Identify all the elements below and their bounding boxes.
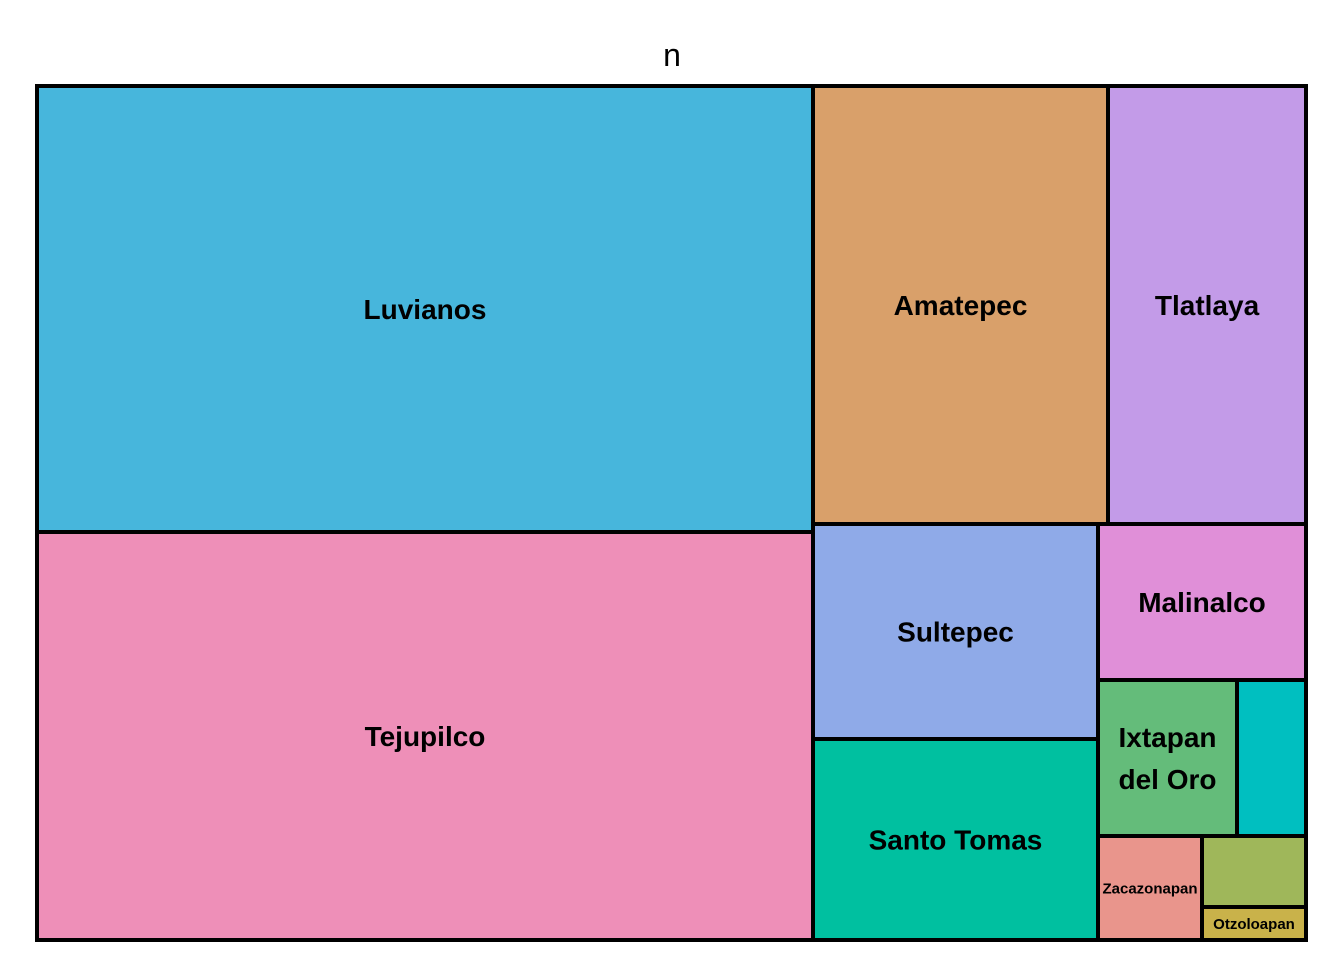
tile-label-luvianos: Luvianos: [364, 294, 487, 325]
tile-label-santo-tomas: Santo Tomas: [869, 824, 1043, 855]
tile-label-line: Otzoloapan: [1213, 916, 1295, 933]
tile-luvianos: [35, 84, 815, 534]
tile-label-tlatlaya: Tlatlaya: [1155, 290, 1260, 321]
tile-label-line: Zacazonapan: [1102, 880, 1197, 897]
tile-label-tejupilco: Tejupilco: [365, 721, 486, 752]
tile-label-line: Ixtapan: [1118, 722, 1216, 753]
tile-label-line: del Oro: [1118, 764, 1216, 795]
tile-zacazonapan: [1096, 834, 1204, 942]
tile-tejupilco: [35, 530, 815, 942]
treemap-tiles: Luvianos Tejupilco Amatepec Tlatlaya Sultepe…: [35, 84, 1308, 942]
tile-santo-tomas: [811, 737, 1100, 942]
tile-label-zacazonapan: Zacazonapan: [1102, 880, 1197, 897]
tile-label-otzoloapan: Otzoloapan: [1213, 916, 1295, 933]
tile-label-line: Santo Tomas: [869, 824, 1043, 855]
tile-label-line: Luvianos: [364, 294, 487, 325]
tile-label-line: Amatepec: [894, 290, 1028, 321]
tile-label-malinalco: Malinalco: [1138, 587, 1266, 618]
tile-label-line: Tejupilco: [365, 721, 486, 752]
tile-tlatlaya: [1106, 84, 1308, 526]
chart-title: n: [663, 37, 681, 73]
tile-ixtapan-del-oro: [1096, 678, 1239, 838]
tile-label-line: Malinalco: [1138, 587, 1266, 618]
tile-label-amatepec: Amatepec: [894, 290, 1028, 321]
tile-label-ixtapan-del-oro: Ixtapan del Oro: [1118, 722, 1216, 795]
treemap-border: [35, 84, 1308, 942]
tile-label-sultepec: Sultepec: [897, 616, 1014, 647]
tile-label-line: Sultepec: [897, 616, 1014, 647]
tile-label-line: Tlatlaya: [1155, 290, 1260, 321]
tile-unlabeled-2: [1200, 834, 1308, 909]
tile-unlabeled: [1235, 678, 1308, 838]
